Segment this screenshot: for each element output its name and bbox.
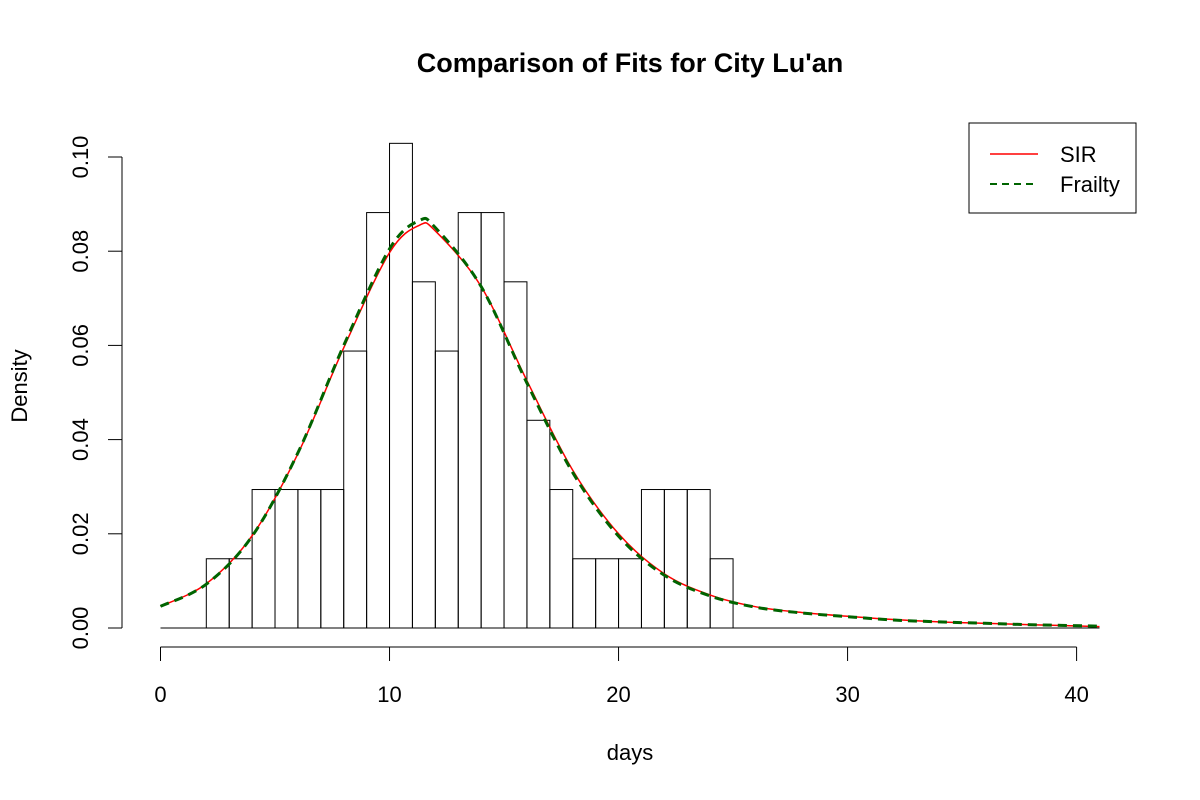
x-tick-label: 30 xyxy=(835,682,859,707)
histogram-bar xyxy=(663,489,688,629)
histogram-bar xyxy=(480,212,505,629)
y-axis-label: Density xyxy=(7,349,32,422)
legend-label-frailty: Frailty xyxy=(1060,172,1120,197)
legend-box xyxy=(968,122,1137,214)
histogram-bar xyxy=(251,489,276,629)
histogram-bar xyxy=(343,350,368,629)
histogram-bar xyxy=(503,281,528,629)
y-tick-label: 0.10 xyxy=(68,136,93,179)
histogram-bar xyxy=(618,558,642,629)
x-axis: 0 10 20 30 40 xyxy=(154,646,1089,707)
legend: SIR Frailty xyxy=(968,122,1137,214)
x-tick-label: 20 xyxy=(606,682,630,707)
y-tick-label: 0.02 xyxy=(68,512,93,555)
histogram-bar xyxy=(457,212,482,629)
chart-title: Comparison of Fits for City Lu'an xyxy=(417,48,843,78)
histogram-bars xyxy=(205,142,734,629)
series-sir-line xyxy=(160,222,1100,628)
histogram-bar xyxy=(389,142,413,629)
legend-label-sir: SIR xyxy=(1060,142,1097,167)
histogram-bar xyxy=(595,558,620,629)
histogram-bar xyxy=(709,558,734,629)
histogram-bar xyxy=(320,489,345,629)
histogram-bar xyxy=(274,489,299,629)
histogram-bar xyxy=(411,281,436,629)
y-tick-label: 0.00 xyxy=(68,607,93,650)
histogram-bar xyxy=(572,558,597,629)
histogram-bar xyxy=(228,558,253,629)
x-axis-label: days xyxy=(607,740,653,765)
x-tick-label: 40 xyxy=(1064,682,1088,707)
histogram-bar xyxy=(549,489,574,629)
histogram-bar xyxy=(686,489,711,629)
histogram-bar xyxy=(526,419,551,629)
y-axis: 0.00 0.02 0.04 0.06 0.08 0.10 xyxy=(68,136,123,650)
series-frailty-line xyxy=(159,216,1100,628)
x-tick-label: 0 xyxy=(154,682,166,707)
y-tick-label: 0.08 xyxy=(68,230,93,273)
y-tick-label: 0.06 xyxy=(68,324,93,367)
histogram-bar xyxy=(297,489,322,629)
histogram-bar xyxy=(434,350,459,629)
fit-curves xyxy=(159,216,1100,628)
x-tick-label: 10 xyxy=(377,682,401,707)
y-tick-label: 0.04 xyxy=(68,418,93,461)
